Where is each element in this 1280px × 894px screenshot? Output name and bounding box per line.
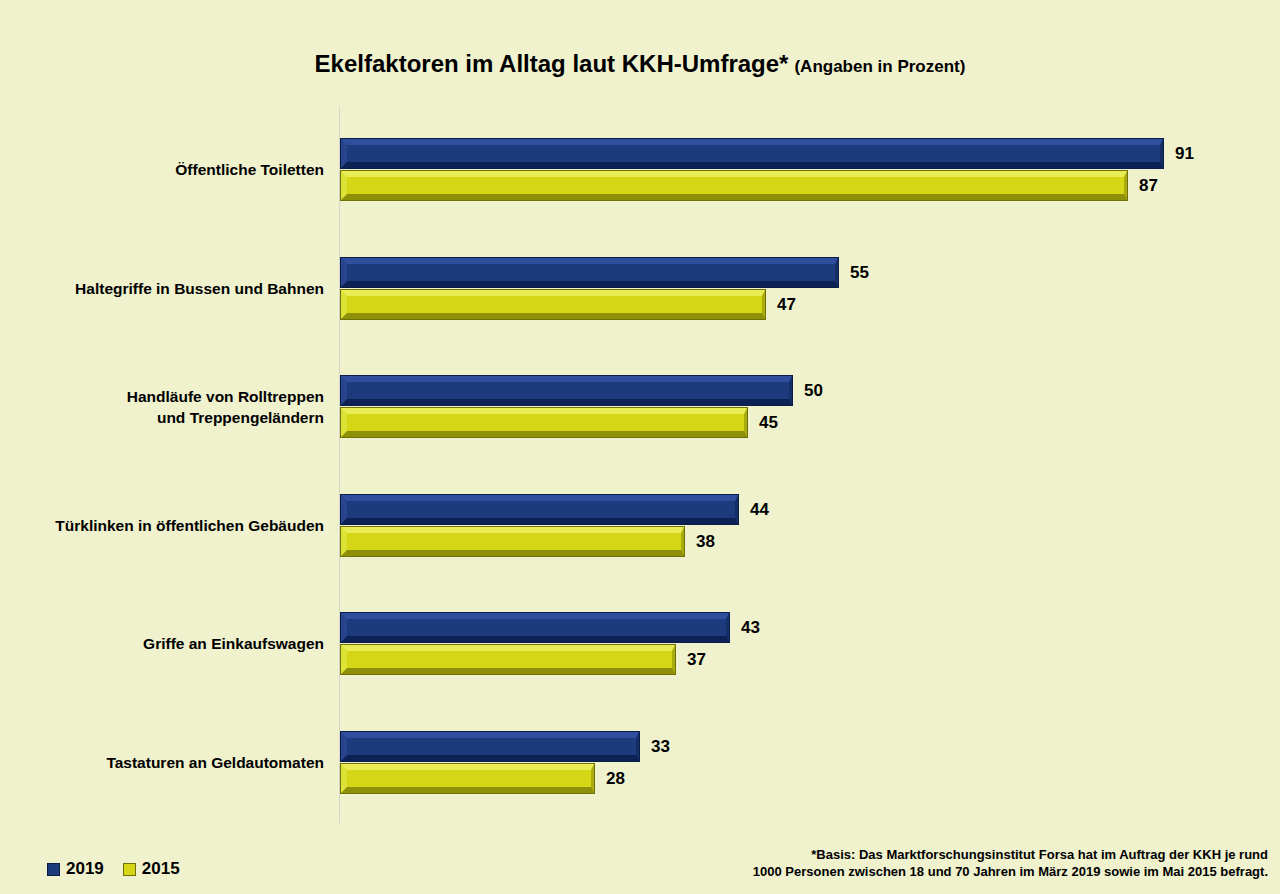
value-label-2015: 47 [777, 290, 796, 319]
legend-label-2015: 2015 [142, 859, 180, 879]
bar-2019 [341, 376, 792, 405]
bar-2015 [341, 764, 594, 793]
value-label-2019: 55 [850, 258, 869, 287]
legend: 2019 2015 [48, 859, 180, 879]
category-label: Haltegriffe in Bussen und Bahnen [0, 258, 324, 319]
bar-2019 [341, 495, 738, 524]
category-label: Öffentliche Toiletten [0, 139, 324, 200]
bar-2019 [341, 139, 1163, 168]
bar-2015 [341, 408, 747, 437]
value-label-2019: 50 [804, 376, 823, 405]
value-label-2015: 38 [696, 527, 715, 556]
category-label: Handläufe von Rolltreppenund Treppengelä… [0, 376, 324, 437]
value-label-2019: 33 [651, 732, 670, 761]
value-label-2019: 43 [741, 613, 760, 642]
value-label-2019: 91 [1175, 139, 1194, 168]
bar-group: Öffentliche Toiletten 91 87 [0, 139, 1280, 200]
bar-group: Griffe an Einkaufswagen 43 37 [0, 613, 1280, 674]
footnote: *Basis: Das Marktforschungsinstitut Fors… [753, 846, 1268, 880]
category-label: Tastaturen an Geldautomaten [0, 732, 324, 793]
bar-2015 [341, 645, 675, 674]
value-label-2019: 44 [750, 495, 769, 524]
footnote-line-1: *Basis: Das Marktforschungsinstitut Fors… [753, 846, 1268, 863]
bar-2015 [341, 290, 765, 319]
value-label-2015: 87 [1139, 171, 1158, 200]
bar-group: Handläufe von Rolltreppenund Treppengelä… [0, 376, 1280, 437]
bar-2019 [341, 613, 729, 642]
bar-2015 [341, 171, 1127, 200]
value-label-2015: 37 [687, 645, 706, 674]
value-label-2015: 28 [606, 764, 625, 793]
legend-swatch-2015 [124, 864, 135, 875]
bar-2015 [341, 527, 684, 556]
category-label: Griffe an Einkaufswagen [0, 613, 324, 674]
legend-label-2019: 2019 [66, 859, 104, 879]
value-label-2015: 45 [759, 408, 778, 437]
footnote-line-2: 1000 Personen zwischen 18 und 70 Jahren … [753, 863, 1268, 880]
bar-2019 [341, 732, 639, 761]
category-label: Türklinken in öffentlichen Gebäuden [0, 495, 324, 556]
bar-group: Tastaturen an Geldautomaten 33 28 [0, 732, 1280, 793]
bar-group: Türklinken in öffentlichen Gebäuden 44 38 [0, 495, 1280, 556]
bar-group: Haltegriffe in Bussen und Bahnen 55 47 [0, 258, 1280, 319]
bar-2019 [341, 258, 838, 287]
plot-area: Öffentliche Toiletten 91 87 Haltegriffe in … [0, 0, 1280, 894]
legend-swatch-2019 [48, 864, 59, 875]
